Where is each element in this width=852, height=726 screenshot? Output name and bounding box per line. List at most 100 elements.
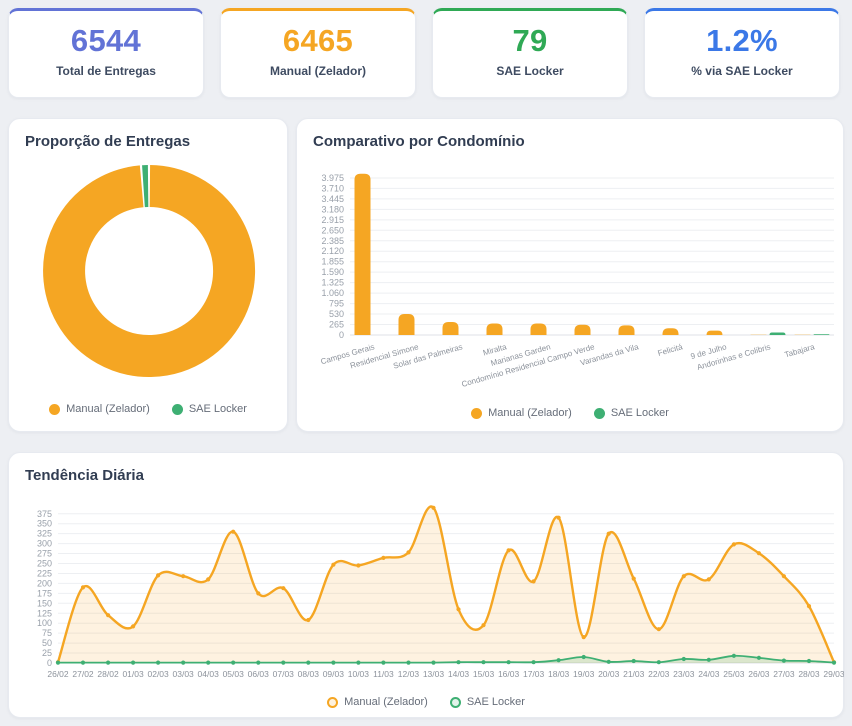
bar[interactable] [769,332,786,335]
svg-text:04/03: 04/03 [198,669,220,679]
svg-text:15/03: 15/03 [473,669,495,679]
bar[interactable] [813,334,830,335]
data-point[interactable] [706,577,711,582]
data-point[interactable] [831,660,837,665]
data-point[interactable] [181,660,186,665]
data-point[interactable] [531,660,536,665]
data-point[interactable] [231,660,236,665]
legend-item[interactable]: SAE Locker [449,696,525,708]
data-point[interactable] [731,653,737,658]
data-point[interactable] [80,585,86,590]
data-point[interactable] [206,577,211,582]
data-point[interactable] [681,656,686,662]
data-point[interactable] [156,573,161,578]
legend-label: SAE Locker [466,696,525,708]
svg-text:23/03: 23/03 [673,669,695,679]
legend-label: SAE Locker [188,403,247,415]
bar-series-0[interactable] [354,173,811,335]
legend-item[interactable]: SAE Locker [171,403,247,415]
data-point[interactable] [356,563,361,568]
bar[interactable] [398,314,415,335]
data-point[interactable] [581,654,586,660]
data-point[interactable] [106,613,111,618]
bar[interactable] [486,323,503,335]
data-point[interactable] [681,574,686,579]
data-point[interactable] [206,660,211,665]
data-point[interactable] [706,657,711,662]
bar[interactable] [530,323,547,335]
data-point[interactable] [381,555,386,560]
legend-swatch-icon [449,696,461,708]
data-point[interactable] [256,660,261,665]
data-point[interactable] [331,562,336,567]
data-point[interactable] [606,659,611,664]
data-point[interactable] [381,660,386,665]
legend-item[interactable]: Manual (Zelador) [49,403,150,415]
data-point[interactable] [55,660,61,665]
data-point[interactable] [506,548,511,553]
bar[interactable] [442,321,459,335]
bar[interactable] [662,328,679,335]
data-point[interactable] [256,591,261,596]
legend-item[interactable]: Manual (Zelador) [327,696,428,708]
data-point[interactable] [631,576,636,581]
bar-chart[interactable]: 02655307951.0601.3251.5901.8552.1202.385… [298,159,844,403]
line-series-1[interactable] [55,653,837,665]
data-point[interactable] [131,624,136,629]
data-point[interactable] [481,623,486,628]
bar-series-1[interactable] [769,332,830,335]
data-point[interactable] [556,515,561,520]
legend-item[interactable]: SAE Locker [593,407,669,419]
data-point[interactable] [281,660,286,665]
data-point[interactable] [156,660,161,665]
donut-chart[interactable] [10,155,288,387]
data-point[interactable] [731,542,737,547]
data-point[interactable] [756,655,762,660]
data-point[interactable] [181,574,186,579]
data-point[interactable] [306,617,311,623]
legend-item[interactable]: Manual (Zelador) [471,407,572,419]
data-point[interactable] [556,658,561,663]
data-point[interactable] [431,505,436,510]
bar[interactable] [574,324,591,335]
data-point[interactable] [806,604,812,609]
data-point[interactable] [281,586,286,591]
data-point[interactable] [581,635,586,640]
svg-text:29/03: 29/03 [823,669,844,679]
svg-text:28/03: 28/03 [798,669,820,679]
data-point[interactable] [631,658,636,664]
data-point[interactable] [80,660,86,665]
line-chart[interactable]: 0255075100125150175200225250275300325350… [10,495,844,699]
data-point[interactable] [356,660,361,665]
svg-text:0: 0 [339,330,344,340]
data-point[interactable] [506,660,511,665]
data-point[interactable] [306,660,311,665]
bar[interactable] [354,173,371,335]
data-point[interactable] [781,574,787,579]
data-point[interactable] [106,660,111,665]
data-point[interactable] [481,660,486,665]
data-point[interactable] [406,550,411,555]
svg-text:14/03: 14/03 [448,669,470,679]
data-point[interactable] [456,660,461,665]
data-point[interactable] [656,660,661,665]
svg-text:28/02: 28/02 [97,669,119,679]
data-point[interactable] [756,551,762,556]
data-point[interactable] [806,658,812,664]
data-point[interactable] [656,627,661,632]
data-point[interactable] [331,660,336,665]
svg-text:26/02: 26/02 [47,669,69,679]
data-point[interactable] [231,529,236,534]
data-point[interactable] [531,579,536,584]
data-point[interactable] [781,658,787,663]
data-point[interactable] [456,607,461,612]
data-point[interactable] [131,660,136,665]
bar[interactable] [618,325,635,335]
panel-proporcao-entregas: Proporção de Entregas Manual (Zelador) SA… [8,118,288,432]
data-point[interactable] [431,660,436,665]
data-point[interactable] [406,660,411,665]
bar[interactable] [706,330,723,335]
data-point[interactable] [606,531,611,536]
donut-slice-0[interactable] [43,165,256,377]
line-series-0[interactable] [55,505,837,665]
